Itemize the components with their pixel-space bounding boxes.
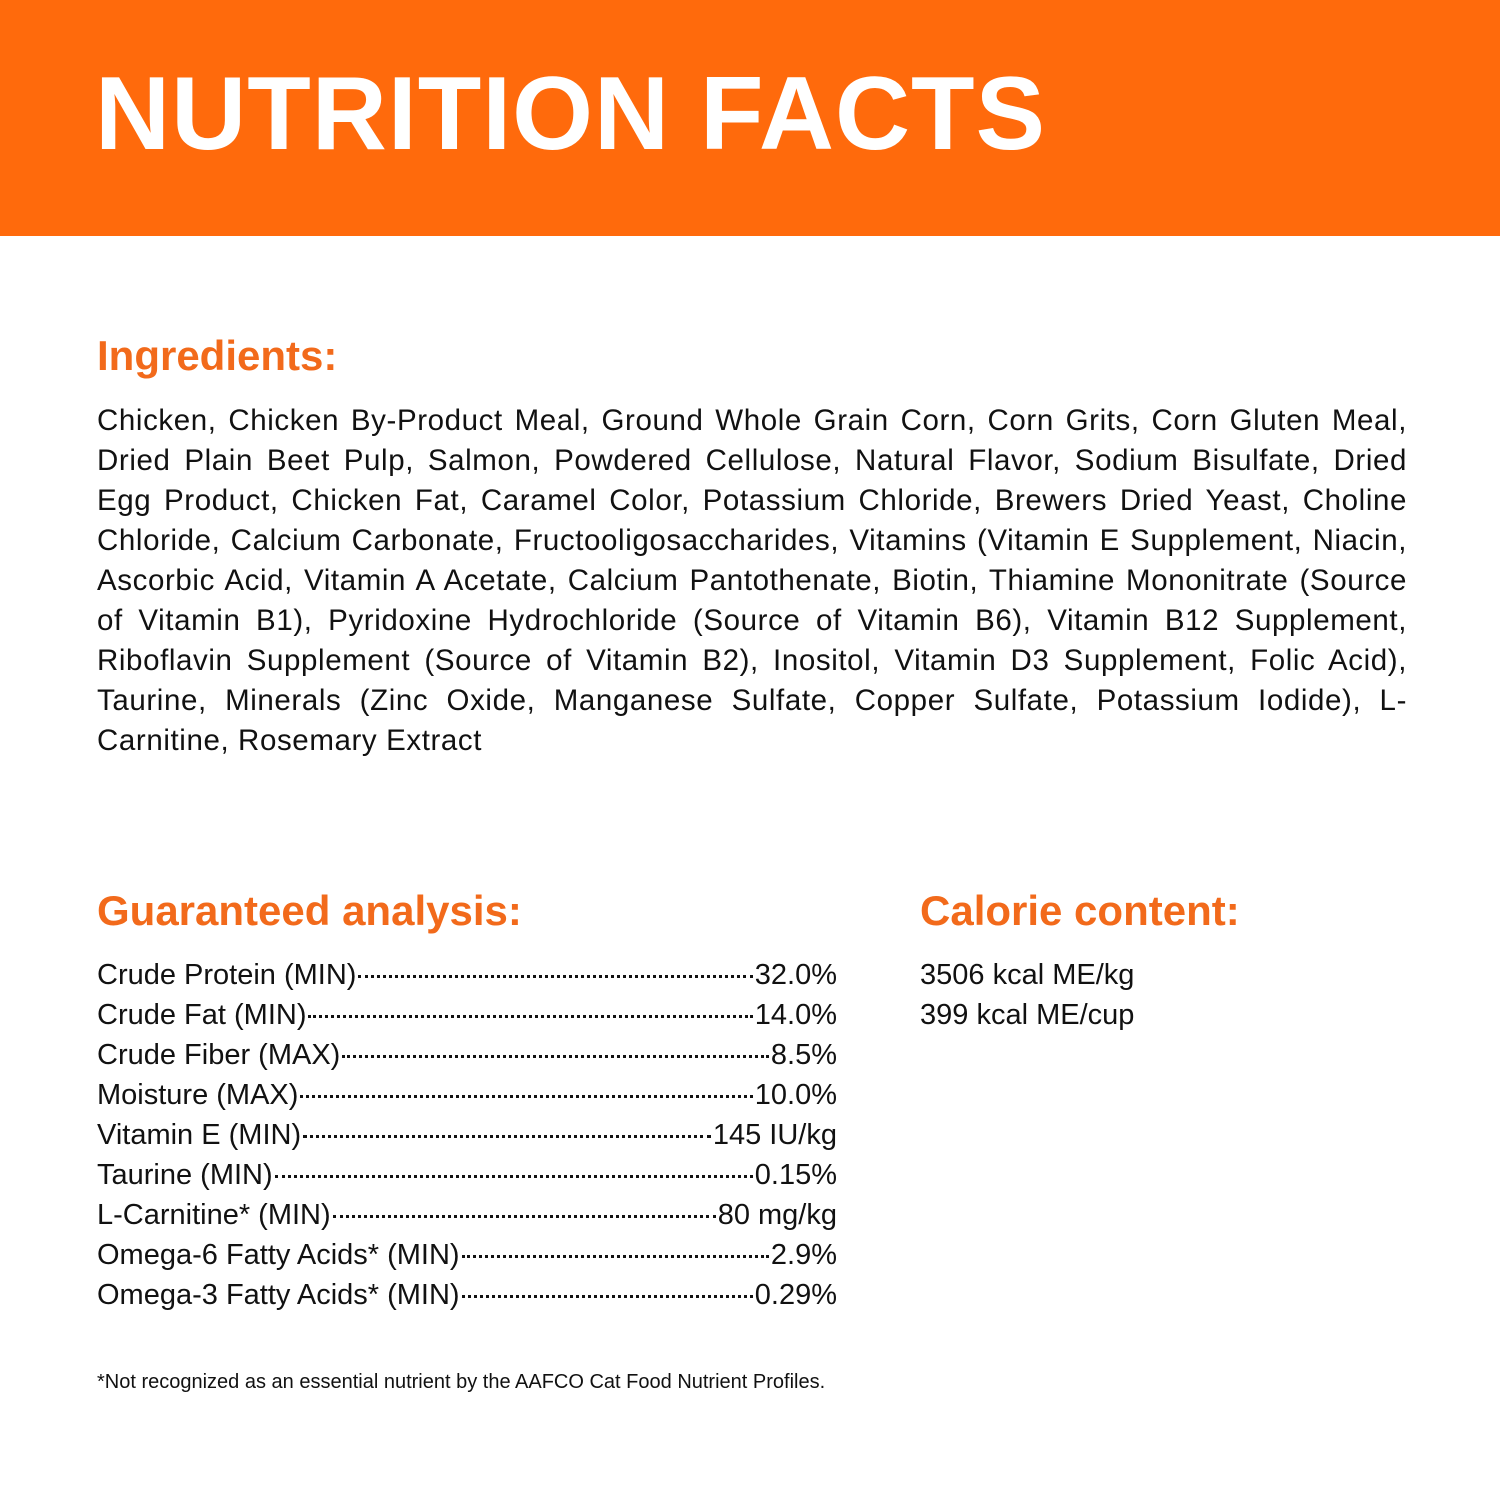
analysis-table: Crude Protein (MIN) 32.0% Crude Fat (MIN) 1… bbox=[97, 955, 837, 1315]
nutrient-name: L-Carnitine* (MIN) bbox=[97, 1199, 331, 1231]
nutrient-value: 0.15% bbox=[754, 1159, 837, 1191]
calorie-line: 399 kcal ME/cup bbox=[920, 999, 1135, 1031]
nutrient-value: 14.0% bbox=[754, 999, 837, 1031]
calorie-list: 3506 kcal ME/kg 399 kcal ME/cup bbox=[920, 955, 1134, 1035]
analysis-row: Vitamin E (MIN) 145 IU/kg bbox=[97, 1115, 837, 1155]
analysis-row: Taurine (MIN) 0.15% bbox=[97, 1155, 837, 1195]
nutrient-value: 2.9% bbox=[770, 1239, 837, 1271]
calorie-heading: Calorie content: bbox=[920, 887, 1240, 934]
nutrient-name: Crude Fiber (MAX) bbox=[97, 1039, 341, 1071]
title: NUTRITION FACTS bbox=[95, 56, 1046, 172]
ingredients-heading: Ingredients: bbox=[97, 332, 338, 379]
nutrient-value: 0.29% bbox=[754, 1279, 837, 1311]
nutrient-name: Crude Fat (MIN) bbox=[97, 999, 307, 1031]
analysis-row: L-Carnitine* (MIN) 80 mg/kg bbox=[97, 1195, 837, 1235]
dot-leader bbox=[308, 1015, 753, 1018]
nutrient-value: 80 mg/kg bbox=[717, 1199, 837, 1231]
dot-leader bbox=[358, 975, 753, 978]
ingredients-text: Chicken, Chicken By-Product Meal, Ground… bbox=[97, 404, 1407, 757]
nutrient-name: Moisture (MAX) bbox=[97, 1079, 299, 1111]
analysis-row: Crude Protein (MIN) 32.0% bbox=[97, 955, 837, 995]
analysis-row: Crude Fiber (MAX) 8.5% bbox=[97, 1035, 837, 1075]
nutrient-value: 32.0% bbox=[754, 959, 837, 991]
nutrient-name: Omega-6 Fatty Acids* (MIN) bbox=[97, 1239, 460, 1271]
dot-leader bbox=[300, 1095, 753, 1098]
nutrient-name: Omega-3 Fatty Acids* (MIN) bbox=[97, 1279, 460, 1311]
nutrient-name: Crude Protein (MIN) bbox=[97, 959, 357, 991]
nutrient-name: Vitamin E (MIN) bbox=[97, 1119, 302, 1151]
analysis-heading: Guaranteed analysis: bbox=[97, 887, 522, 934]
analysis-row: Crude Fat (MIN) 14.0% bbox=[97, 995, 837, 1035]
header: NUTRITION FACTS bbox=[0, 0, 1500, 236]
dot-leader bbox=[274, 1175, 753, 1178]
calorie-line: 3506 kcal ME/kg bbox=[920, 959, 1135, 991]
analysis-row: Omega-6 Fatty Acids* (MIN) 2.9% bbox=[97, 1235, 837, 1275]
nutrient-value: 10.0% bbox=[754, 1079, 837, 1111]
dot-leader bbox=[342, 1055, 769, 1058]
footnote: *Not recognized as an essential nutrient… bbox=[97, 1371, 826, 1393]
nutrient-value: 8.5% bbox=[770, 1039, 837, 1071]
dot-leader bbox=[461, 1255, 769, 1258]
nutrient-name: Taurine (MIN) bbox=[97, 1159, 273, 1191]
analysis-row: Moisture (MAX) 10.0% bbox=[97, 1075, 837, 1115]
dot-leader bbox=[303, 1135, 711, 1138]
dot-leader bbox=[461, 1295, 753, 1298]
analysis-row: Omega-3 Fatty Acids* (MIN) 0.29% bbox=[97, 1275, 837, 1315]
nutrient-value: 145 IU/kg bbox=[712, 1119, 837, 1151]
dot-leader bbox=[332, 1215, 716, 1218]
